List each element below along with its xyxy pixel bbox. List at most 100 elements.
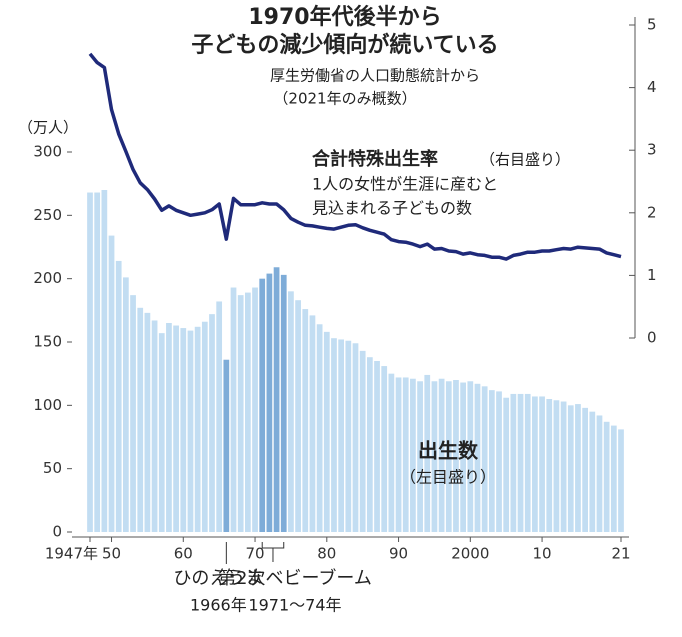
bar <box>309 315 316 532</box>
line-label-note: （右目盛り） <box>480 151 570 169</box>
bar <box>402 377 409 532</box>
bar <box>431 381 438 532</box>
bar <box>503 397 510 532</box>
bar <box>575 404 581 532</box>
x-tick-label: 50 <box>102 545 121 563</box>
annotation-sublabel: 1966年 <box>190 596 247 615</box>
bar <box>539 396 545 532</box>
bar <box>366 357 373 532</box>
y2-tick-label: 4 <box>647 78 657 96</box>
bar <box>589 411 596 532</box>
bar <box>532 396 538 532</box>
bar <box>331 338 337 532</box>
bar <box>596 415 603 532</box>
y-tick-label: 150 <box>33 333 62 351</box>
y-tick-label: 200 <box>33 269 62 287</box>
subtitle: 厚生労働省の人口動態統計から <box>270 67 480 85</box>
bar <box>266 273 273 532</box>
annotation-bracket <box>261 542 285 562</box>
bar <box>381 366 388 532</box>
bar <box>180 328 187 532</box>
x-tick-label: 10 <box>533 545 552 563</box>
annotation-label: ひのえうま <box>173 568 263 589</box>
line-description: 1人の女性が生涯に産むと <box>312 175 498 194</box>
bar <box>323 331 330 532</box>
bar <box>115 260 122 532</box>
y-axis-unit: （万人） <box>18 119 78 137</box>
bar <box>101 190 108 532</box>
bar <box>460 382 467 532</box>
bar <box>618 429 624 532</box>
x-tick-label: 2000 <box>451 545 489 563</box>
chart-title: 1970年代後半から <box>248 4 441 30</box>
bar <box>173 325 179 532</box>
line <box>88 52 622 261</box>
subtitle: （2021年のみ概数） <box>273 90 416 108</box>
bar <box>201 321 208 532</box>
bar <box>244 292 251 532</box>
bar <box>395 377 402 532</box>
bar <box>158 333 165 532</box>
bar <box>288 291 294 532</box>
bar <box>295 300 301 532</box>
y-tick-label: 50 <box>43 459 62 477</box>
y-tick-label: 250 <box>33 206 62 224</box>
bar <box>338 339 345 532</box>
bar <box>123 277 129 532</box>
bar <box>517 393 524 532</box>
bar <box>252 287 258 532</box>
bar <box>194 326 201 532</box>
bar <box>496 391 502 532</box>
y2-tick-label: 3 <box>647 141 657 159</box>
bar <box>209 314 215 532</box>
bar <box>453 380 459 532</box>
x-tick-label: 80 <box>317 545 336 563</box>
bar <box>582 407 588 532</box>
x-tick-label: 70 <box>245 545 264 563</box>
bar <box>560 401 567 532</box>
bar <box>302 309 309 532</box>
y2-tick-label: 5 <box>647 16 657 34</box>
bar <box>438 378 445 532</box>
annotation-sublabel: 1971～74年 <box>248 596 341 615</box>
bar <box>151 320 158 532</box>
y-tick-label: 0 <box>52 523 62 541</box>
bar <box>137 307 144 532</box>
bar <box>374 361 380 532</box>
bar-label: 出生数 <box>418 439 479 463</box>
bar <box>230 287 237 532</box>
y-tick-label: 100 <box>33 396 62 414</box>
bar <box>87 192 93 533</box>
bar <box>273 267 280 532</box>
y2-tick-label: 2 <box>647 203 657 221</box>
bar <box>603 421 610 532</box>
bar <box>345 340 352 532</box>
bar <box>567 405 574 532</box>
x-tick-label: 60 <box>174 545 193 563</box>
line-label: 合計特殊出生率 <box>312 148 438 170</box>
bar <box>94 192 101 533</box>
bar <box>187 330 194 532</box>
bar <box>553 400 560 532</box>
y2-tick-label: 0 <box>647 329 657 347</box>
bar <box>510 393 517 532</box>
bar <box>166 323 172 532</box>
x-tick-label: 21 <box>611 545 630 563</box>
bar <box>108 235 115 532</box>
bar <box>144 312 151 532</box>
bar <box>546 399 553 532</box>
bar <box>316 324 323 532</box>
bar <box>424 374 431 532</box>
y2-tick-label: 1 <box>647 266 657 284</box>
bar-label-note: （左目盛り） <box>400 468 496 487</box>
chart-title: 子どもの減少傾向が続いている <box>191 32 498 58</box>
bar <box>280 274 287 532</box>
y-tick-label: 300 <box>33 143 62 161</box>
annotation-label: 第2次ベビーブーム <box>218 567 372 589</box>
bar <box>259 278 266 532</box>
bar <box>237 295 244 532</box>
bar <box>130 295 136 532</box>
bar <box>474 383 481 532</box>
x-tick-label: 90 <box>389 545 408 563</box>
